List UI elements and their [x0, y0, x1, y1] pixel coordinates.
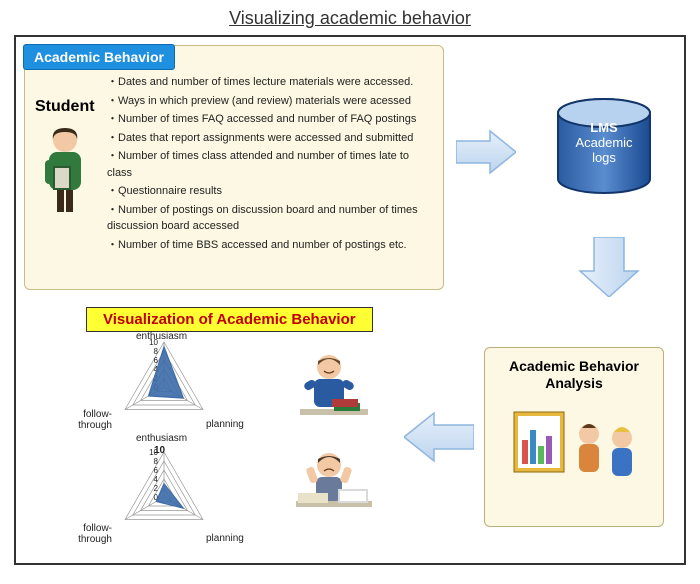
svg-text:8: 8	[154, 347, 159, 356]
svg-text:6: 6	[154, 356, 159, 365]
radar1-axis-top: enthusiasm	[136, 331, 187, 342]
analysis-illustration-icon	[485, 398, 663, 513]
bullet-6: ・Questionnaire results	[107, 183, 437, 200]
bullet-3: ・Number of times FAQ accessed and number…	[107, 111, 437, 128]
page-title: Visualizing academic behavior	[0, 0, 700, 35]
radar2-axis-left: follow-through	[72, 523, 112, 545]
student-label: Student	[35, 98, 95, 116]
lms-line1: LMS	[590, 120, 617, 135]
behavior-bullets: ・Dates and number of times lecture mater…	[107, 74, 437, 255]
lms-line2: Academic	[575, 135, 632, 150]
bullet-7: ・Number of postings on discussion board …	[107, 202, 437, 235]
viz-header: Visualization of Academic Behavior	[86, 307, 373, 332]
analysis-panel: Academic Behavior Analysis	[484, 347, 664, 527]
radar-charts: 02468100246810 enthusiasm planning follo…	[24, 337, 264, 557]
analysis-title: Academic Behavior Analysis	[485, 348, 663, 398]
diagram-container: Academic Behavior Student ・Dates and num…	[14, 35, 686, 565]
bullet-5: ・Number of times class attended and numb…	[107, 148, 437, 181]
lms-label: LMS Academic logs	[558, 121, 650, 166]
academic-behavior-panel: Academic Behavior Student ・Dates and num…	[24, 45, 444, 290]
radar1-axis-bottom: enthusiasm	[136, 433, 187, 444]
svg-text:6: 6	[154, 466, 159, 475]
svg-text:4: 4	[154, 475, 159, 484]
radar1-axis-right: planning	[206, 419, 244, 430]
student-icon	[35, 124, 95, 214]
radar-svg: 02468100246810	[24, 337, 264, 557]
bullet-8: ・Number of time BBS accessed and number …	[107, 237, 437, 254]
bullet-4: ・Dates that report assignments were acce…	[107, 130, 437, 147]
arrow-to-analysis-icon	[574, 237, 644, 297]
arrow-to-lms-icon	[456, 127, 516, 177]
svg-text:2: 2	[154, 484, 159, 493]
bullet-1: ・Dates and number of times lecture mater…	[107, 74, 437, 91]
radar1-axis-left: follow-through	[72, 409, 112, 431]
lms-line3: logs	[592, 150, 616, 165]
radar2-axis-right: planning	[206, 533, 244, 544]
arrow-to-viz-icon	[404, 407, 474, 467]
academic-behavior-header: Academic Behavior	[23, 44, 175, 70]
student-mood-illustrations	[274, 347, 394, 547]
svg-text:8: 8	[154, 457, 159, 466]
radar2-axis-top: 10	[154, 445, 165, 456]
bullet-2: ・Ways in which preview (and review) mate…	[107, 93, 437, 110]
